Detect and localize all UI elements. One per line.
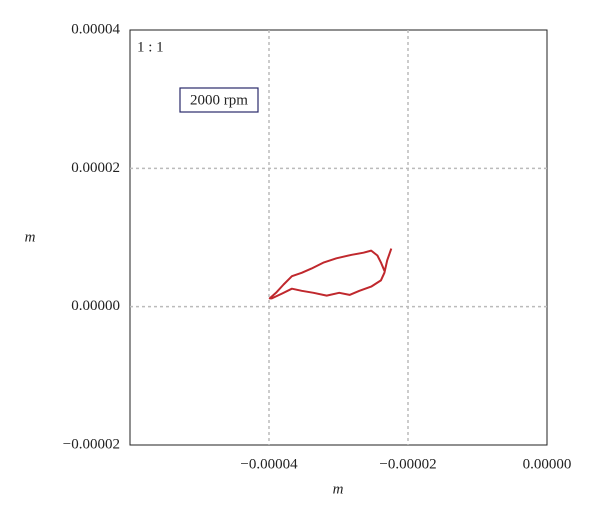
y-tick-label: 0.00004 bbox=[71, 21, 120, 37]
annotation-box bbox=[179, 87, 259, 113]
plot-frame bbox=[129, 29, 548, 446]
y-tick-label: −0.00002 bbox=[63, 436, 120, 452]
x-axis-label: m bbox=[333, 481, 344, 497]
x-tick-label: −0.00002 bbox=[379, 456, 436, 472]
y-tick-label: 0.00000 bbox=[71, 298, 120, 314]
x-tick-label: 0.00000 bbox=[523, 456, 572, 472]
orbit-line bbox=[268, 248, 393, 300]
annotation: 2000 rpm bbox=[190, 92, 248, 108]
x-tick-label: −0.00004 bbox=[240, 456, 298, 472]
y-tick-label: 0.00002 bbox=[71, 160, 120, 176]
y-axis-label: m bbox=[25, 229, 36, 245]
annotation: 1 : 1 bbox=[137, 39, 164, 55]
